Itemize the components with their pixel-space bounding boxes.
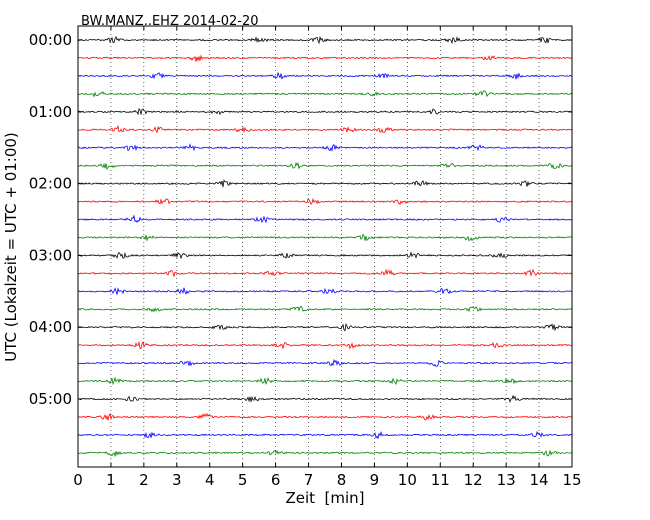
trace-line-10 [77,197,573,206]
x-tick-labels: 0 1 2 3 4 5 6 7 8 9 10 11 12 13 14 15 [73,471,581,489]
trace-line-3 [77,71,573,80]
seismogram-traces [77,35,573,458]
trace-line-23 [77,430,573,440]
x-tick-label-5: 5 [238,471,248,489]
trace-line-15 [77,287,573,295]
trace-line-4 [77,90,573,98]
y-tick-label-0000: 00:00 [29,31,72,49]
x-tick-label-2: 2 [139,471,149,489]
trace-line-2 [77,54,573,62]
axis-ticks [77,26,573,467]
x-tick-label-6: 6 [271,471,281,489]
y-tick-label-0100: 01:00 [29,103,72,121]
y-tick-label-0400: 04:00 [29,318,72,336]
trace-line-18 [77,340,573,350]
trace-line-5 [77,108,573,116]
y-tick-labels: 00:00 01:00 02:00 03:00 04:00 05:00 [29,31,72,408]
trace-line-17 [77,322,573,332]
x-tick-label-3: 3 [172,471,182,489]
x-tick-label-0: 0 [73,471,83,489]
trace-line-16 [77,305,573,313]
x-tick-label-9: 9 [370,471,380,489]
trace-line-14 [77,268,573,277]
trace-line-1 [77,35,573,45]
y-tick-label-0200: 02:00 [29,175,72,193]
trace-line-12 [77,233,573,242]
x-tick-label-8: 8 [337,471,347,489]
y-tick-label-0500: 05:00 [29,390,72,408]
x-tick-label-11: 11 [431,471,450,489]
x-tick-label-12: 12 [464,471,483,489]
trace-line-7 [77,143,573,152]
trace-line-8 [77,161,573,171]
y-axis-label: UTC (Lokalzeit = UTC + 01:00) [2,132,20,362]
x-tick-label-13: 13 [497,471,516,489]
plot-frame [77,25,573,468]
trace-line-20 [77,376,573,386]
y-tick-label-0300: 03:00 [29,246,72,264]
trace-line-11 [77,214,573,224]
trace-line-22 [78,412,573,421]
chart-title: BW.MANZ..EHZ 2014-02-20 [81,14,259,29]
x-tick-label-7: 7 [304,471,314,489]
trace-line-19 [77,358,573,367]
x-tick-label-4: 4 [205,471,215,489]
vertical-grid [110,26,540,467]
x-axis-label: Zeit [min] [285,489,364,507]
trace-line-13 [77,251,573,260]
trace-line-6 [77,124,573,134]
x-tick-label-15: 15 [562,471,581,489]
x-tick-label-1: 1 [106,471,116,489]
trace-line-9 [77,179,573,188]
trace-line-24 [77,449,573,458]
x-tick-label-14: 14 [530,471,549,489]
x-tick-label-10: 10 [398,471,417,489]
trace-line-21 [77,394,573,403]
